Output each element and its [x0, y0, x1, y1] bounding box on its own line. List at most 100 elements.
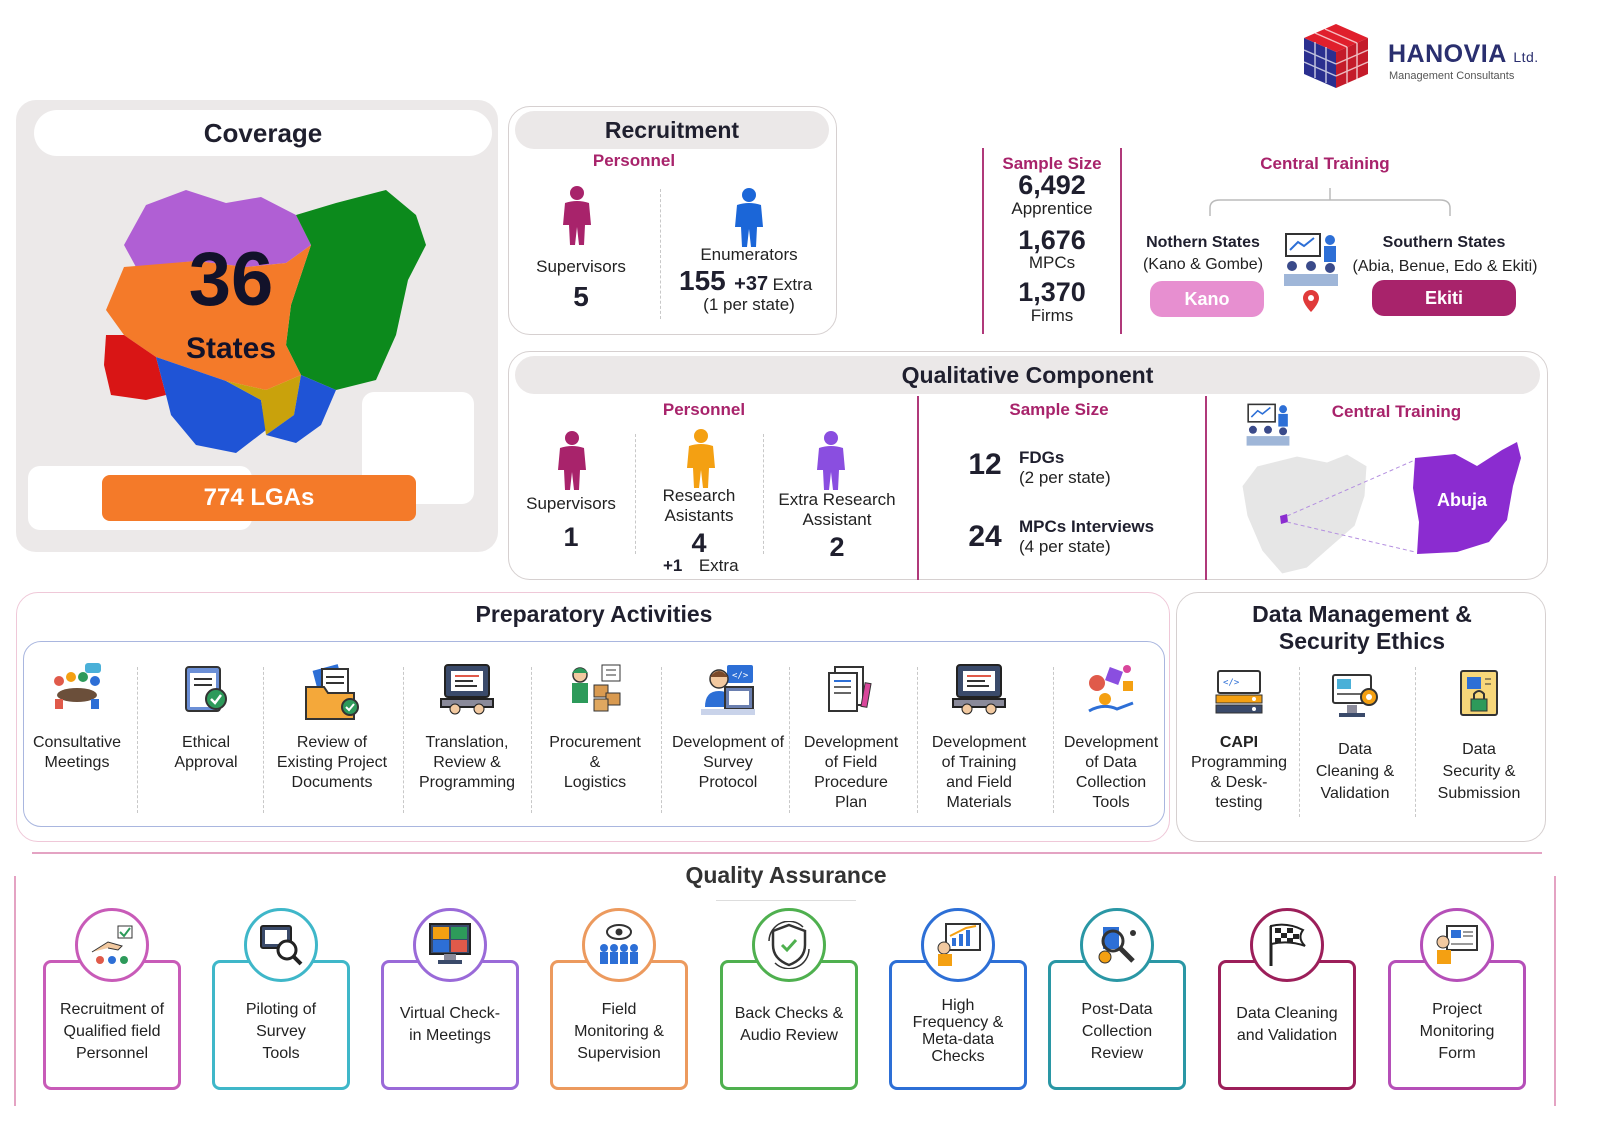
coverage-title: Coverage — [34, 110, 492, 156]
qual-sample-label: Sample Size — [1009, 400, 1109, 419]
mpc-interviews-note: (4 per state) — [1019, 537, 1111, 556]
data-management-item-line: Security & — [1442, 763, 1516, 780]
preparatory-title: Preparatory Activities — [475, 601, 713, 627]
preparatory-item-line: of Field — [824, 754, 878, 771]
coverage-panel: Coverage 36 States 774 LGAs — [16, 100, 498, 552]
central-training-title: Central Training — [1260, 154, 1390, 173]
clipboard-approval-icon — [176, 663, 236, 720]
sample-size-section: Sample Size 6,492 Apprentice 1,676 MPCs … — [982, 148, 1122, 334]
quality-card-line: Survey — [256, 1023, 306, 1040]
quality-card-label: Back Checks & Audio Review — [727, 1003, 851, 1047]
meeting-icon — [47, 663, 107, 716]
preparatory-item-line: Existing Project — [276, 754, 388, 771]
brand-logo: HANOVIA Ltd. Management Consultants — [1300, 20, 1550, 90]
preparatory-item-label: Development of Data Collection Tools — [1045, 733, 1177, 813]
training-laptop-icon — [949, 663, 1009, 720]
preparatory-item-label: Development of Field Procedure Plan — [785, 733, 917, 813]
quality-card-line: Monitoring — [1419, 1023, 1495, 1040]
svg-text:</>: </> — [732, 671, 749, 681]
enumerators-extra: +37 — [734, 273, 769, 295]
north-title: Nothern States — [1146, 234, 1260, 251]
preparatory-item-line: Procedure — [814, 774, 888, 791]
field-monitoring-eye-icon — [582, 908, 656, 982]
apprentice-label: Apprentice — [1011, 199, 1093, 218]
data-tools-icon — [1081, 663, 1141, 724]
data-management-item-label: Data Security & Submission — [1419, 739, 1539, 805]
brand-tagline: Management Consultants — [1389, 70, 1515, 82]
qual-supervisor-icon — [558, 431, 586, 490]
preparatory-item-label: Ethical Approval — [140, 733, 272, 773]
quality-card-line: Collection — [1081, 1023, 1153, 1040]
qual-training-label: Central Training — [1331, 402, 1462, 421]
preparatory-item-line: Approval — [174, 754, 238, 771]
extra-research-value: 2 — [829, 532, 845, 562]
training-class-icon — [1284, 233, 1338, 286]
review-search-icon — [1080, 908, 1154, 982]
data-management-item-label: Data Cleaning & Validation — [1295, 739, 1415, 805]
data-management-item-line: CAPI — [1219, 734, 1259, 751]
preparatory-item-line: Translation, — [425, 734, 509, 751]
quality-card-line: in Meetings — [409, 1027, 491, 1044]
preparatory-item-line: Development — [1063, 734, 1159, 751]
preparatory-item-line: Programming — [418, 774, 516, 791]
preparatory-item-line: of Training — [941, 754, 1017, 771]
laptop-typing-icon — [437, 663, 497, 720]
kano-button[interactable]: Kano — [1150, 281, 1264, 317]
firms-value: 1,370 — [1018, 277, 1086, 307]
recruitment-panel: Recruitment Personnel Supervisors 5 Enum… — [508, 106, 837, 335]
south-title: Southern States — [1382, 234, 1506, 251]
recruitment-title: Recruitment — [515, 111, 829, 149]
quality-card: Back Checks & Audio Review — [720, 960, 858, 1090]
preparatory-item-label: Procurement & Logistics — [529, 733, 661, 793]
quality-card-label: Virtual Check-in Meetings — [388, 1003, 512, 1047]
preparatory-item-line: Development — [931, 734, 1027, 751]
quality-card-line: Piloting of — [245, 1001, 317, 1018]
quality-card-line: Review — [1090, 1045, 1144, 1062]
document-pen-icon — [821, 663, 881, 720]
capi-server-icon: </> — [1211, 669, 1267, 724]
quality-card: Piloting of Survey Tools — [212, 960, 350, 1090]
preparatory-item-line: Tools — [1092, 794, 1130, 811]
data-security-lock-icon — [1451, 669, 1507, 724]
data-management-item-line: Validation — [1320, 785, 1390, 802]
extra-research-icon — [817, 431, 845, 490]
recruitment-personnel-label: Personnel — [592, 151, 676, 170]
quality-card-label: Data Cleaning and Validation — [1225, 1003, 1349, 1047]
nigeria-map — [104, 190, 426, 453]
fdgs-note: (2 per state) — [1019, 468, 1111, 487]
enumerators-note: (1 per state) — [703, 295, 795, 314]
preparatory-item-label: Review of Existing Project Documents — [266, 733, 398, 793]
data-management-item-line: Cleaning & — [1315, 763, 1395, 780]
enumerators-label: Enumerators — [700, 245, 798, 264]
research-assistant-icon — [687, 429, 715, 488]
preparatory-item-label: Development of Survey Protocol — [662, 733, 794, 793]
data-management-item-line: Data — [1462, 741, 1496, 758]
quality-card-line: Qualified field — [63, 1023, 161, 1040]
quality-card: Project Monitoring Form — [1388, 960, 1526, 1090]
preparatory-panel: Preparatory Activities Consultative Meeti… — [16, 592, 1170, 842]
preparatory-item-line: Consultative — [32, 734, 122, 751]
preparatory-item-label: Translation, Review & Programming — [401, 733, 533, 793]
mpc-interviews-value: 24 — [968, 520, 1002, 553]
qualitative-panel: Qualitative Component Personnel Supervis… — [508, 351, 1548, 580]
quality-card-line: Data Cleaning — [1236, 1005, 1338, 1022]
preparatory-item-label: Development of Training and Field Materials — [913, 733, 1045, 813]
fdgs-value: 12 — [968, 448, 1002, 481]
shield-refresh-icon — [752, 908, 826, 982]
north-sub: (Kano & Gombe) — [1142, 256, 1264, 273]
quality-card-line: High — [941, 997, 975, 1014]
preparatory-item-line: Procurement — [549, 734, 641, 751]
quality-card-label: Field Monitoring & Supervision — [557, 999, 681, 1065]
data-management-item-line: & Desk- — [1210, 774, 1268, 791]
preparatory-item-line: Development of — [671, 734, 785, 751]
extra-research-label-1: Extra Research — [778, 490, 896, 509]
states-count: 36 — [188, 237, 274, 322]
analytics-chart-icon — [921, 908, 995, 982]
preparatory-item-line: and Field — [946, 774, 1012, 791]
qual-supervisors-value: 1 — [563, 522, 579, 552]
ekiti-button[interactable]: Ekiti — [1372, 280, 1516, 316]
quality-card-line: Field — [601, 1001, 637, 1018]
checkered-flag-icon — [1250, 908, 1324, 982]
quality-card-line: and Validation — [1236, 1027, 1338, 1044]
quality-card-line: Tools — [262, 1045, 300, 1062]
